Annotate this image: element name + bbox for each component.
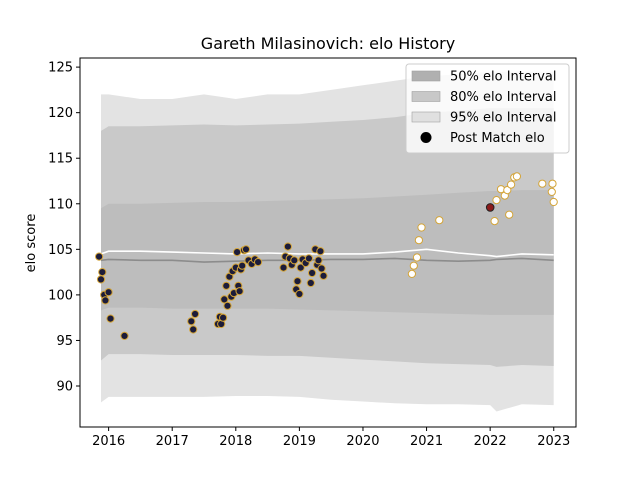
legend-label: 50% elo Interval xyxy=(450,70,557,85)
post-match-point xyxy=(241,245,251,254)
post-match-point-recent xyxy=(435,216,444,225)
y-tick-label: 100 xyxy=(48,288,73,303)
legend: 50% elo Interval 80% elo Interval 95% elo … xyxy=(405,63,570,154)
x-tick-label: 2021 xyxy=(410,434,443,449)
post-match-point-recent xyxy=(538,179,547,188)
x-tick-label: 2023 xyxy=(537,434,570,449)
post-match-point-recent xyxy=(407,269,416,278)
y-tick-label: 95 xyxy=(56,334,73,349)
post-match-point xyxy=(96,275,106,284)
post-match-point-recent xyxy=(548,179,557,188)
post-match-point xyxy=(220,295,229,304)
post-match-point-recent xyxy=(547,187,556,196)
post-match-point xyxy=(223,301,232,310)
x-tick-label: 2020 xyxy=(346,434,379,449)
y-tick-label: 105 xyxy=(48,243,73,258)
post-match-point xyxy=(191,309,200,319)
x-tick-label: 2019 xyxy=(283,434,316,449)
post-match-point-recent xyxy=(503,186,512,195)
y-tick-label: 110 xyxy=(48,197,73,212)
post-match-point-recent xyxy=(507,180,516,189)
post-match-point xyxy=(233,248,242,257)
post-match-point xyxy=(238,261,247,270)
x-axis: 2016 2017 2018 2019 2020 2021 2022 2023 xyxy=(92,427,570,449)
legend-marker xyxy=(420,132,432,143)
post-match-point xyxy=(187,317,196,326)
y-axis-label: elo score xyxy=(24,214,39,273)
post-match-point xyxy=(290,256,299,265)
median-elo-line xyxy=(100,257,554,263)
mean-elo-line xyxy=(100,248,554,258)
chart-title: Gareth Milasinovich: elo History xyxy=(201,34,455,53)
post-match-point xyxy=(101,296,110,305)
post-match-point-recent xyxy=(414,236,423,245)
legend-label: 80% elo Interval xyxy=(450,90,557,105)
post-match-point xyxy=(235,287,244,296)
y-tick-label: 115 xyxy=(48,152,73,167)
post-match-point xyxy=(104,288,113,297)
legend-box xyxy=(405,63,570,154)
post-match-point xyxy=(219,313,228,322)
post-match-point xyxy=(98,268,107,277)
post-match-point xyxy=(283,242,292,251)
legend-swatch xyxy=(411,111,441,123)
x-tick-label: 2022 xyxy=(474,434,507,449)
post-match-point xyxy=(120,331,129,340)
y-tick-label: 125 xyxy=(48,61,73,76)
post-match-point-recent xyxy=(417,223,426,232)
post-match-point xyxy=(308,268,317,278)
x-tick-label: 2016 xyxy=(92,434,125,449)
post-match-point xyxy=(295,289,304,299)
plot-area xyxy=(79,57,577,428)
post-match-point xyxy=(189,325,198,334)
x-tick-label: 2017 xyxy=(156,434,189,449)
post-match-point-recent xyxy=(490,217,499,226)
post-match-point-recent xyxy=(412,253,422,262)
legend-swatch xyxy=(411,91,441,102)
x-tick-label: 2018 xyxy=(219,434,252,449)
legend-label: 95% elo Interval xyxy=(450,111,557,126)
legend-swatch xyxy=(411,70,441,82)
post-match-point xyxy=(317,264,326,273)
post-match-point-recent xyxy=(409,261,418,270)
post-match-point xyxy=(95,252,104,261)
post-match-point xyxy=(222,281,231,290)
y-tick-label: 120 xyxy=(48,106,73,121)
post-match-point xyxy=(293,277,302,286)
post-match-point xyxy=(279,263,288,272)
y-tick-label: 90 xyxy=(56,380,73,395)
post-match-point-recent xyxy=(549,197,558,207)
post-match-point-recent xyxy=(505,210,514,219)
post-match-point xyxy=(106,314,115,323)
post-match-point xyxy=(254,258,263,267)
post-match-point xyxy=(306,278,315,288)
post-match-point xyxy=(296,263,305,272)
post-match-point xyxy=(316,247,325,256)
post-match-point-recent xyxy=(492,196,501,205)
legend-label: Post Match elo xyxy=(450,131,545,146)
post-match-point-current xyxy=(485,203,495,212)
post-match-point xyxy=(304,254,313,263)
post-match-point-recent xyxy=(512,172,522,181)
plot-frame xyxy=(79,57,577,428)
post-match-point xyxy=(319,271,328,280)
y-axis: 90 95 100 105 110 115 120 125 xyxy=(48,61,80,395)
post-match-point xyxy=(314,256,323,265)
